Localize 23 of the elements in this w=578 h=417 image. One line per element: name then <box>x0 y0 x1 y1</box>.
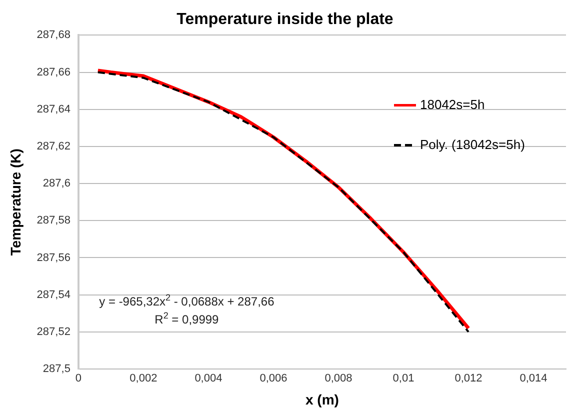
y-axis-title: Temperature (K) <box>7 148 24 256</box>
x-tick-label: 0,002 <box>130 372 158 385</box>
x-tick-label: 0,012 <box>454 372 482 385</box>
y-tick-label: 287,52 <box>36 326 70 338</box>
y-tick-label: 287,58 <box>36 214 70 227</box>
x-tick-label: 0,006 <box>260 372 288 385</box>
y-tick-label: 287,6 <box>42 178 70 190</box>
x-tick-label: 0 <box>75 372 82 385</box>
chart-title: Temperature inside the plate <box>176 11 394 28</box>
y-tick-label: 287,5 <box>42 363 70 376</box>
x-tick-label: 0,014 <box>520 372 548 385</box>
y-tick-label: 287,54 <box>36 288 70 301</box>
y-tick-label: 287,64 <box>36 103 70 116</box>
legend-label: 18042s=5h <box>420 96 485 112</box>
x-tick-label: 0,004 <box>194 372 222 385</box>
x-tick-label: 0,01 <box>392 372 414 385</box>
x-tick-label: 0,008 <box>324 372 352 385</box>
legend-label: Poly. (18042s=5h) <box>420 136 525 152</box>
y-tick-label: 287,68 <box>36 29 70 42</box>
y-tick-label: 287,62 <box>36 140 70 152</box>
y-tick-label: 287,56 <box>36 252 70 264</box>
x-axis-title: x (m) <box>305 391 339 408</box>
y-tick-label: 287,66 <box>36 66 70 78</box>
